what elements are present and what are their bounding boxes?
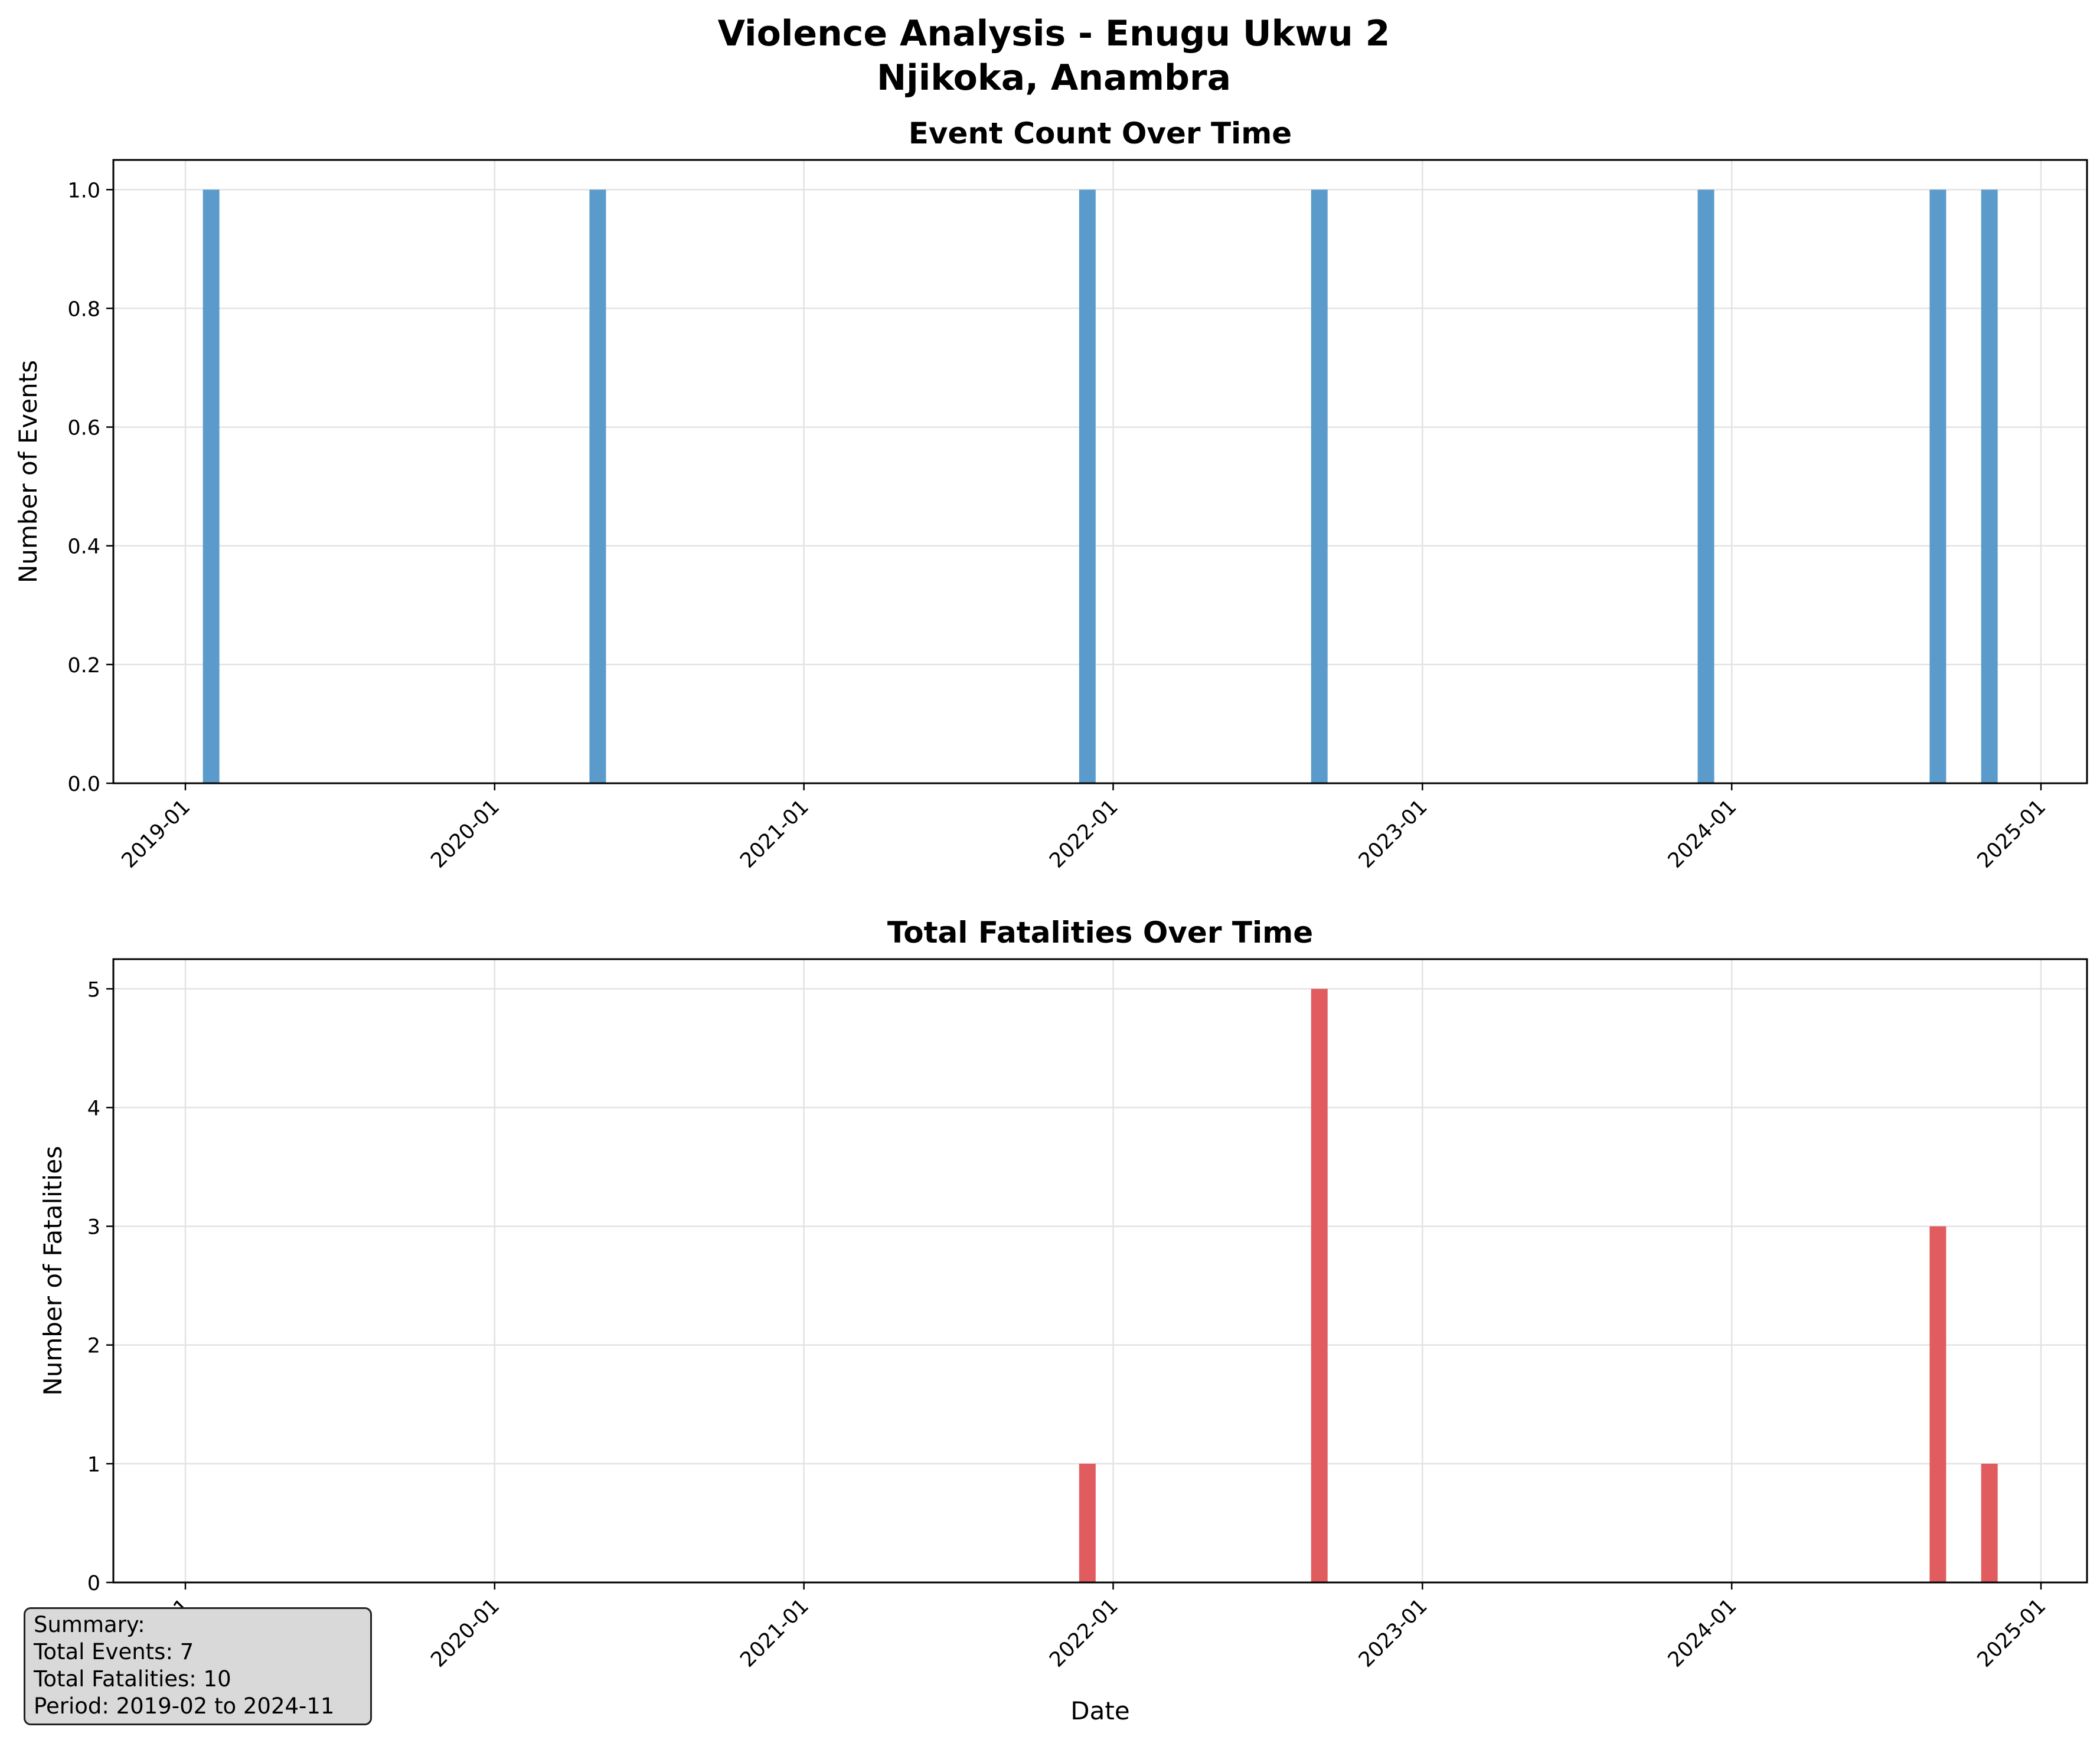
x-tick-label: 2021-01 bbox=[736, 1594, 814, 1672]
bar bbox=[1697, 189, 1714, 783]
bar bbox=[1981, 1463, 1998, 1582]
y-tick-label: 0.4 bbox=[67, 535, 100, 559]
bar bbox=[1311, 189, 1328, 783]
y-tick-label: 0.8 bbox=[67, 297, 100, 321]
x-tick-label: 2022-01 bbox=[1045, 1594, 1123, 1672]
x-axis-label: Date bbox=[1070, 1696, 1129, 1725]
fatalities-chart: 0123452019-012020-012021-012022-012023-0… bbox=[38, 915, 2088, 1725]
figure-title-line2: Njikoka, Anambra bbox=[877, 57, 1231, 99]
y-tick-label: 3 bbox=[87, 1216, 100, 1240]
y-axis-label: Number of Events bbox=[14, 360, 43, 583]
summary-period: Period: 2019-02 to 2024-11 bbox=[34, 1693, 335, 1719]
y-tick-label: 1 bbox=[87, 1453, 100, 1477]
figure-title-line1: Violence Analysis - Enugu Ukwu 2 bbox=[718, 13, 1390, 54]
chart-title: Event Count Over Time bbox=[909, 116, 1292, 151]
x-tick-label: 2019-01 bbox=[117, 795, 195, 873]
bar bbox=[203, 189, 220, 783]
bar bbox=[1981, 189, 1998, 783]
y-tick-label: 0.0 bbox=[67, 773, 100, 796]
x-tick-label: 2025-01 bbox=[1973, 795, 2051, 873]
bar bbox=[1929, 1226, 1946, 1582]
bar bbox=[1079, 1463, 1096, 1582]
x-tick-label: 2020-01 bbox=[426, 795, 504, 873]
summary-total-fatalities: Total Fatalities: 10 bbox=[34, 1666, 231, 1692]
y-tick-label: 2 bbox=[87, 1335, 100, 1358]
bar bbox=[589, 189, 606, 783]
y-tick-label: 4 bbox=[87, 1097, 100, 1120]
y-tick-label: 0.2 bbox=[67, 654, 100, 678]
y-tick-label: 0 bbox=[87, 1572, 100, 1595]
x-tick-label: 2021-01 bbox=[736, 795, 814, 873]
event-count-chart: 0.0 0.2 0.4 0.6 0.8 1.0 2019-01 2020-01 2021-01 2… bbox=[14, 116, 2088, 873]
summary-box: Summary: Total Events: 7 Total Fatalitie… bbox=[24, 1607, 372, 1725]
x-tick-label: 2024-01 bbox=[1664, 1594, 1742, 1672]
bar bbox=[1079, 189, 1096, 783]
x-tick-label: 2024-01 bbox=[1664, 795, 1742, 873]
y-tick-label: 1.0 bbox=[67, 179, 100, 202]
y-tick-label: 0.6 bbox=[67, 417, 100, 440]
bar bbox=[1929, 189, 1946, 783]
x-tick-label: 2023-01 bbox=[1354, 795, 1432, 873]
x-tick-label: 2020-01 bbox=[426, 1594, 504, 1672]
y-axis-label: Number of Fatalities bbox=[38, 1146, 67, 1395]
x-tick-label: 2022-01 bbox=[1045, 795, 1123, 873]
bar bbox=[1311, 989, 1328, 1582]
chart-title: Total Fatalities Over Time bbox=[887, 915, 1313, 950]
axes-frame bbox=[112, 159, 2088, 784]
y-tick-label: 5 bbox=[87, 978, 100, 1002]
x-tick-label: 2025-01 bbox=[1973, 1594, 2051, 1672]
axes-frame bbox=[112, 958, 2088, 1584]
x-tick-label: 2023-01 bbox=[1354, 1594, 1432, 1672]
summary-total-events: Total Events: 7 bbox=[34, 1639, 194, 1664]
summary-heading: Summary: bbox=[34, 1612, 145, 1637]
